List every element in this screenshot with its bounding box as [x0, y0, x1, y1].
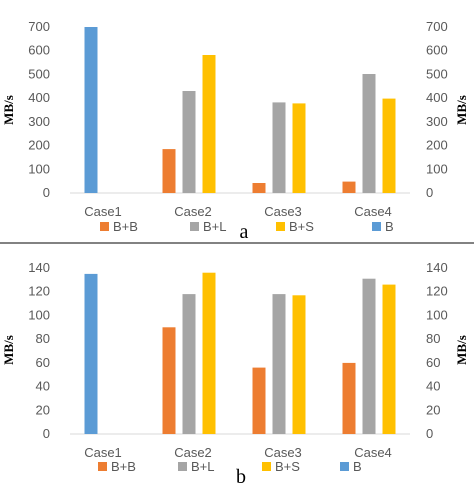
legend-label: B+L — [191, 459, 215, 474]
legend-swatch-b-s — [276, 222, 285, 231]
bar-b-b-case4 — [342, 362, 356, 434]
x-category-label: Case1 — [84, 204, 122, 219]
y-tick-label-left: 0 — [43, 426, 50, 441]
y-tick-label-right: 20 — [426, 402, 440, 417]
bar-b-s-case4 — [382, 98, 396, 193]
y-tick-label-right: 120 — [426, 284, 448, 299]
bar-b-s-case2 — [202, 55, 216, 193]
y-tick-label-left: 600 — [28, 43, 50, 58]
y-axis-label-left: MB/s — [1, 335, 16, 365]
y-tick-label-right: 300 — [426, 114, 448, 129]
chart-panel-b: 0 0 20 20 40 40 60 60 80 80 100 100 120 120 140 140 MB/s… — [1, 260, 469, 486]
legend-label: B — [353, 459, 362, 474]
x-category-label: Case4 — [354, 445, 392, 460]
y-tick-label-right: 140 — [426, 260, 448, 275]
y-tick-label-right: 100 — [426, 161, 448, 176]
y-tick-label-left: 0 — [43, 185, 50, 200]
x-category-label: Case3 — [264, 204, 302, 219]
legend-swatch-b-l — [190, 222, 199, 231]
legend-swatch-b — [340, 462, 349, 471]
legend-swatch-b — [372, 222, 381, 231]
y-tick-label-right: 700 — [426, 19, 448, 34]
y-tick-label-left: 120 — [28, 284, 50, 299]
bar-b-l-case4 — [362, 74, 376, 193]
bar-b-b-case2 — [162, 149, 176, 193]
x-category-label: Case3 — [264, 445, 302, 460]
bar-b-l-case3 — [272, 294, 286, 434]
legend-label: B+L — [203, 219, 227, 234]
bar-b-s-case3 — [292, 295, 306, 434]
bar-b-case1 — [84, 273, 98, 434]
y-tick-label-left: 60 — [36, 355, 50, 370]
bar-b-s-case3 — [292, 103, 306, 193]
y-tick-label-left: 100 — [28, 307, 50, 322]
legend-label: B+B — [113, 219, 138, 234]
x-category-label: Case2 — [174, 445, 212, 460]
y-axis-label-right: MB/s — [454, 335, 469, 365]
bar-b-s-case4 — [382, 284, 396, 434]
panel-label: a — [240, 221, 249, 243]
y-tick-label-left: 300 — [28, 114, 50, 129]
bar-b-s-case2 — [202, 272, 216, 434]
y-tick-label-left: 700 — [28, 19, 50, 34]
y-tick-label-left: 400 — [28, 90, 50, 105]
y-tick-label-right: 100 — [426, 307, 448, 322]
bar-b-b-case3 — [252, 367, 266, 434]
y-tick-label-right: 40 — [426, 379, 440, 394]
y-tick-label-right: 60 — [426, 355, 440, 370]
y-tick-label-right: 200 — [426, 138, 448, 153]
y-tick-label-right: 600 — [426, 43, 448, 58]
x-category-label: Case2 — [174, 204, 212, 219]
bar-b-b-case4 — [342, 181, 356, 193]
y-tick-label-right: 400 — [426, 90, 448, 105]
bar-b-l-case4 — [362, 278, 376, 434]
x-category-label: Case1 — [84, 445, 122, 460]
legend-swatch-b-b — [98, 462, 107, 471]
y-tick-label-right: 0 — [426, 426, 433, 441]
y-axis-label-left: MB/s — [1, 95, 16, 125]
bar-b-l-case2 — [182, 294, 196, 434]
y-tick-label-left: 100 — [28, 161, 50, 176]
bar-b-b-case2 — [162, 327, 176, 434]
legend-swatch-b-b — [100, 222, 109, 231]
legend-label: B+S — [289, 219, 314, 234]
y-tick-label-right: 0 — [426, 185, 433, 200]
legend-label: B+B — [111, 459, 136, 474]
bar-b-case1 — [84, 27, 98, 193]
bar-b-l-case2 — [182, 91, 196, 193]
bar-b-l-case3 — [272, 102, 286, 193]
y-tick-label-left: 80 — [36, 331, 50, 346]
legend-swatch-b-s — [262, 462, 271, 471]
y-tick-label-left: 500 — [28, 66, 50, 81]
y-axis-label-right: MB/s — [454, 95, 469, 125]
x-category-label: Case4 — [354, 204, 392, 219]
y-tick-label-left: 20 — [36, 402, 50, 417]
panel-label: b — [236, 466, 246, 486]
legend-label: B+S — [275, 459, 300, 474]
legend-swatch-b-l — [178, 462, 187, 471]
y-tick-label-right: 500 — [426, 66, 448, 81]
y-tick-label-left: 40 — [36, 379, 50, 394]
bar-b-b-case3 — [252, 183, 266, 193]
y-tick-label-left: 200 — [28, 138, 50, 153]
chart-panel-a: 0 0 100 100 200 200 300 300 400 400 500 500 600 600 70… — [1, 19, 469, 243]
legend-label: B — [385, 219, 394, 234]
y-tick-label-left: 140 — [28, 260, 50, 275]
y-tick-label-right: 80 — [426, 331, 440, 346]
